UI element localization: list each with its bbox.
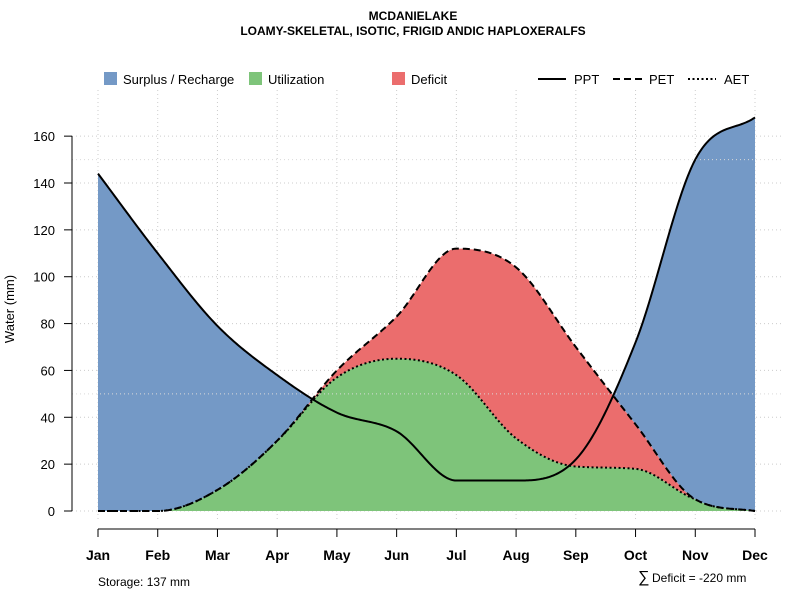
utilization-area — [98, 358, 755, 511]
chart-title: MCDANIELAKE — [369, 9, 458, 23]
y-tick-label-80: 80 — [41, 317, 55, 332]
x-tick-label-jan: Jan — [86, 547, 110, 563]
x-tick-label-oct: Oct — [624, 547, 648, 563]
y-tick-label-0: 0 — [48, 504, 55, 519]
plot-area: 0 20 40 60 80 100 120 140 160 Jan Feb Mar Apr May Jun J… — [33, 90, 782, 563]
y-tick-label-140: 140 — [33, 176, 55, 191]
legend-swatch-deficit — [392, 72, 405, 85]
legend-label-utilization: Utilization — [268, 72, 324, 87]
pet-line — [98, 247, 756, 512]
legend-label-ppt: PPT — [574, 72, 599, 87]
legend-label-pet: PET — [649, 72, 674, 87]
legend-label-deficit: Deficit — [411, 72, 448, 87]
sum-icon: ∑ — [638, 569, 649, 586]
x-tick-label-jul: Jul — [446, 547, 466, 563]
legend-label-aet: AET — [724, 72, 749, 87]
x-tick-label-may: May — [323, 547, 350, 563]
x-tick-label-aug: Aug — [502, 547, 529, 563]
aet-line — [98, 357, 756, 512]
y-tick-label-40: 40 — [41, 410, 55, 425]
x-tick-label-mar: Mar — [205, 547, 230, 563]
x-tick-label-sep: Sep — [563, 547, 589, 563]
x-tick-label-apr: Apr — [265, 547, 290, 563]
y-tick-label-160: 160 — [33, 129, 55, 144]
surplus-recharge-area — [98, 117, 755, 512]
legend-label-surplus: Surplus / Recharge — [123, 72, 234, 87]
deficit-area — [98, 248, 755, 511]
legend: Surplus / Recharge Utilization Deficit P… — [104, 72, 749, 87]
y-tick-label-20: 20 — [41, 457, 55, 472]
y-tick-label-60: 60 — [41, 363, 55, 378]
chart-subtitle: LOAMY-SKELETAL, ISOTIC, FRIGID ANDIC HAP… — [240, 24, 585, 38]
y-tick-label-100: 100 — [33, 270, 55, 285]
y-axis-label: Water (mm) — [2, 275, 17, 343]
x-tick-label-jun: Jun — [384, 547, 409, 563]
ppt-line — [97, 116, 756, 482]
x-tick-label-feb: Feb — [145, 547, 170, 563]
y-tick-label-120: 120 — [33, 223, 55, 238]
storage-text: Storage: 137 mm — [98, 575, 190, 589]
legend-swatch-utilization — [249, 72, 262, 85]
x-tick-label-dec: Dec — [742, 547, 768, 563]
deficit-text: Deficit = -220 mm — [652, 571, 746, 585]
legend-swatch-surplus — [104, 72, 117, 85]
x-tick-label-nov: Nov — [682, 547, 709, 563]
